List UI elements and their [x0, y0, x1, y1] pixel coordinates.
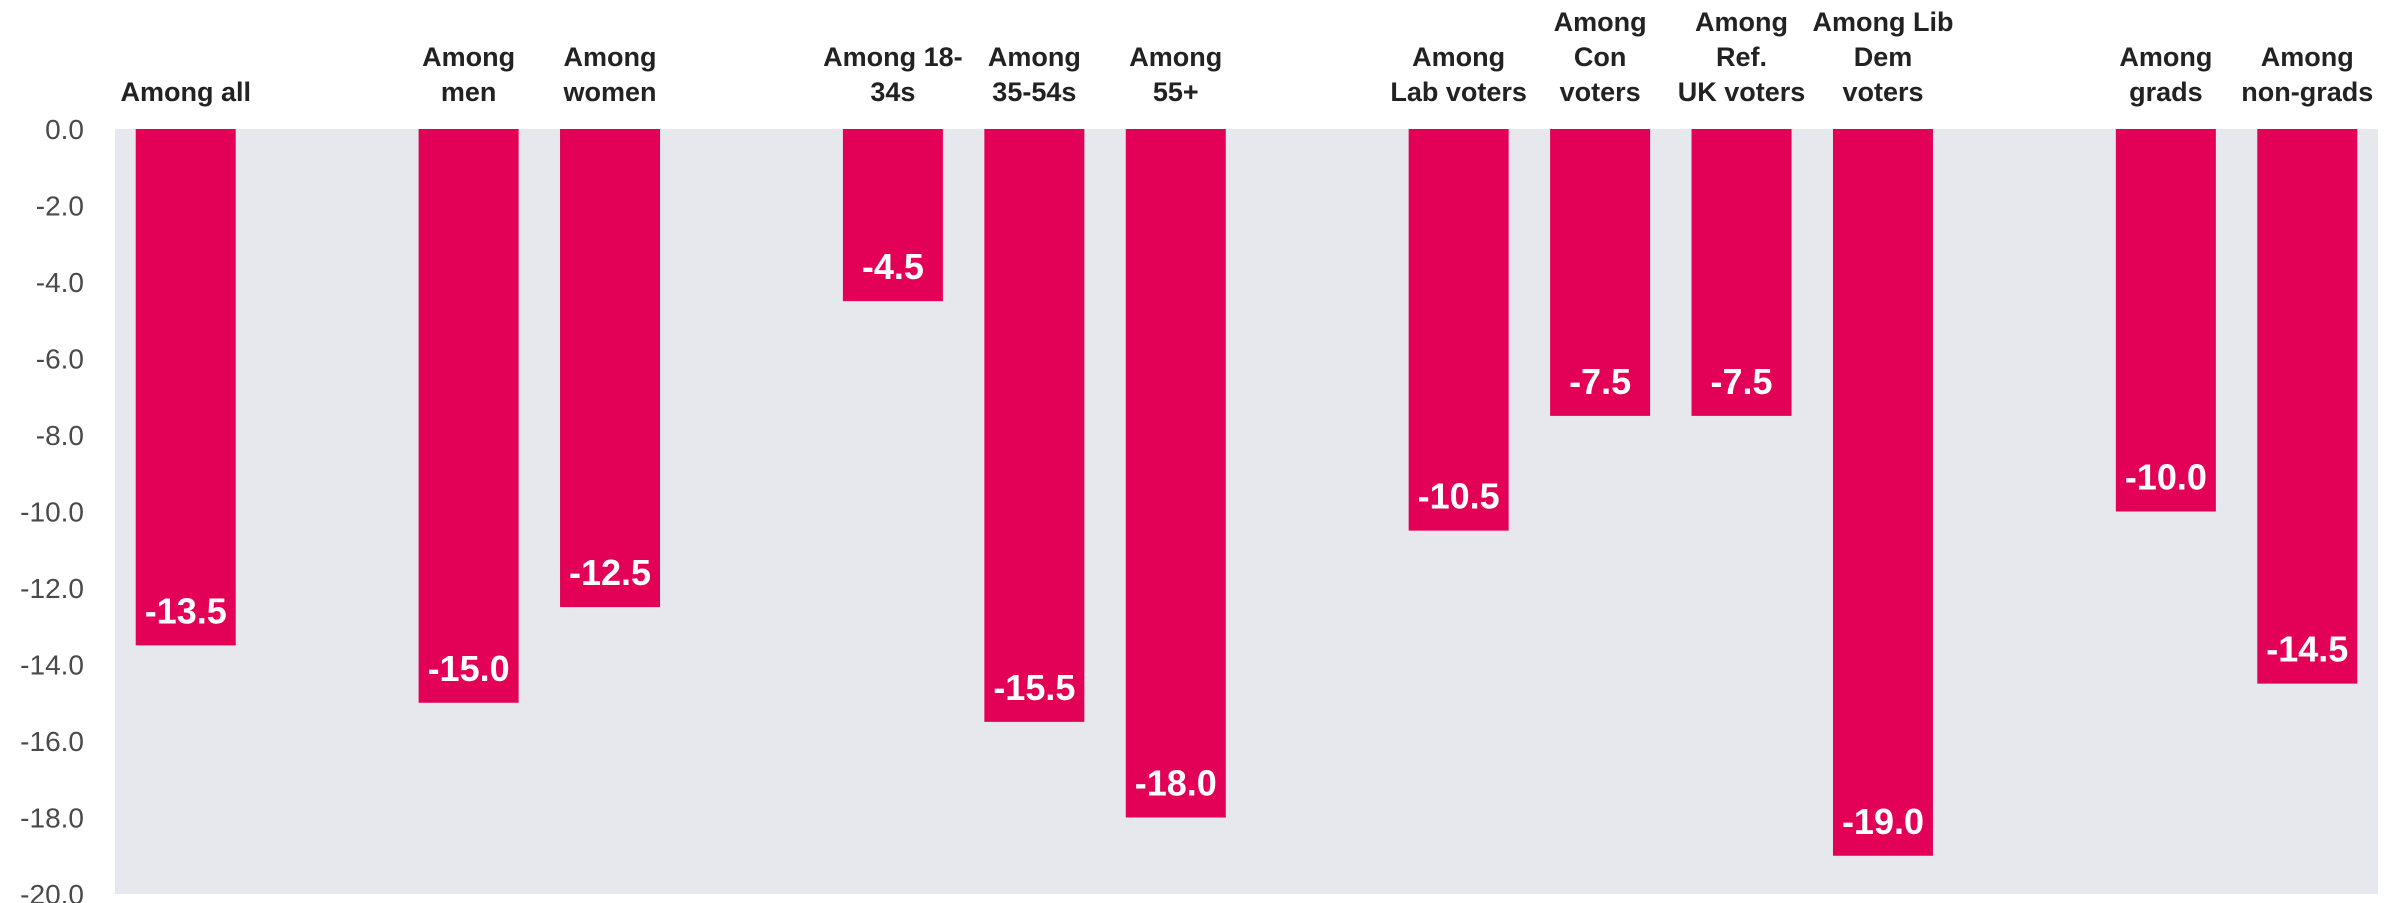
category-label: Among — [422, 42, 515, 72]
bar-value-label: -12.5 — [569, 552, 651, 593]
category-label: Among — [564, 42, 657, 72]
bar-value-label: -14.5 — [2266, 629, 2348, 670]
bar — [842, 129, 943, 302]
bar — [1125, 129, 1226, 818]
bar — [418, 129, 519, 703]
y-tick-label: -18.0 — [20, 803, 84, 834]
bar-value-label: -10.0 — [2125, 457, 2207, 498]
category-label: 55+ — [1153, 77, 1199, 107]
category-label: grads — [2129, 77, 2203, 107]
y-tick-label: -10.0 — [20, 497, 84, 528]
bars-group — [135, 129, 2358, 856]
category-label: UK voters — [1678, 77, 1806, 107]
y-tick-label: -8.0 — [36, 420, 84, 451]
category-label: Dem — [1854, 42, 1913, 72]
bar-value-label: -15.0 — [428, 648, 510, 689]
bar — [1408, 129, 1509, 531]
category-label: Among — [1129, 42, 1222, 72]
bar — [1691, 129, 1792, 416]
bar — [2257, 129, 2358, 684]
category-labels: Among all Among men Among women Among 18- 34s A… — [120, 7, 2373, 107]
category-label: Among — [988, 42, 1081, 72]
bar — [560, 129, 661, 608]
y-tick-label: -14.0 — [20, 650, 84, 681]
category-label: Among — [1412, 42, 1505, 72]
category-label: women — [563, 77, 657, 107]
bar-value-label: -7.5 — [1569, 361, 1631, 402]
bar-value-label: -7.5 — [1711, 361, 1773, 402]
bar — [984, 129, 1085, 722]
category-label: non-grads — [2241, 77, 2373, 107]
category-label: Among — [2119, 42, 2212, 72]
category-label: 34s — [870, 77, 915, 107]
bar-value-label: -13.5 — [145, 590, 227, 631]
bar — [135, 129, 236, 646]
category-label: men — [441, 77, 497, 107]
category-label: Among 18- — [823, 42, 963, 72]
y-tick-label: -4.0 — [36, 267, 84, 298]
bar-value-label: -4.5 — [862, 246, 924, 287]
category-label: Ref. — [1716, 42, 1767, 72]
data-labels: -13.5 -15.0 -12.5 -4.5 -15.5 -18.0 -10.5 -7.5 -7… — [145, 246, 2349, 842]
category-label: Among — [1695, 7, 1788, 37]
y-tick-label: -16.0 — [20, 726, 84, 757]
bar-value-label: -18.0 — [1135, 763, 1217, 804]
category-label: Among all — [120, 77, 251, 107]
bar-value-label: -19.0 — [1842, 801, 1924, 842]
category-label: Among Lib — [1812, 7, 1953, 37]
y-tick-label: -12.0 — [20, 573, 84, 604]
category-label: 35-54s — [992, 77, 1076, 107]
y-tick-label: -6.0 — [36, 344, 84, 375]
y-axis-ticks: 0.0 -2.0 -4.0 -6.0 -8.0 -10.0 -12.0 -14.0 -16.0 -… — [20, 114, 84, 903]
category-label: voters — [1842, 77, 1923, 107]
category-label: Con — [1574, 42, 1626, 72]
category-label: Lab voters — [1390, 77, 1527, 107]
y-tick-label: -2.0 — [36, 191, 84, 222]
bar — [1832, 129, 1933, 856]
bar-value-label: -10.5 — [1418, 476, 1500, 517]
bar — [2115, 129, 2216, 512]
category-label: Among — [1554, 7, 1647, 37]
category-label: Among — [2261, 42, 2354, 72]
bar-value-label: -15.5 — [993, 667, 1075, 708]
y-tick-label: -20.0 — [20, 879, 84, 903]
category-label: voters — [1560, 77, 1641, 107]
bar — [1550, 129, 1651, 416]
y-tick-label: 0.0 — [45, 114, 84, 145]
